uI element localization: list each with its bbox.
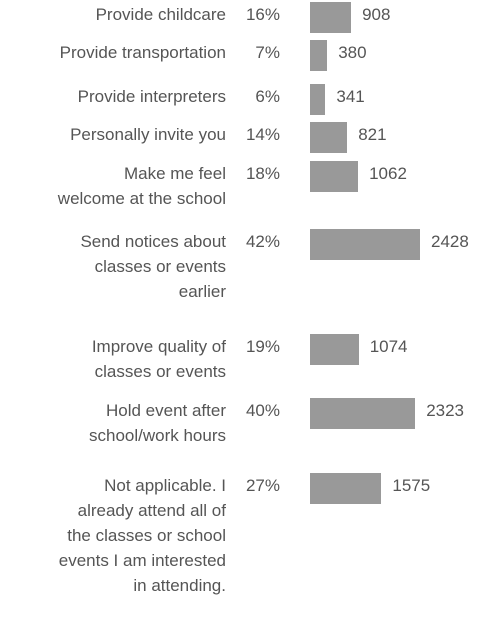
bar (310, 229, 420, 260)
bar (310, 334, 359, 365)
category-label: Not applicable. I already attend all of … (58, 476, 226, 595)
bar (310, 40, 328, 71)
percent-label: 27% (245, 476, 280, 495)
value-label: 1575 (392, 476, 431, 495)
category-label: Provide transportation (59, 43, 226, 62)
category-label: Send notices about classes or events ear… (80, 232, 226, 301)
category-label: Improve quality of classes or events (91, 337, 226, 381)
value-label: 821 (358, 125, 387, 144)
value-label: 1074 (369, 337, 408, 356)
percent-label: 18% (245, 164, 280, 183)
value-label: 341 (336, 87, 365, 106)
percent-label: 40% (245, 401, 280, 420)
bar (310, 398, 416, 429)
value-label: 908 (362, 5, 391, 24)
category-label: Hold event after school/work hours (88, 401, 226, 445)
category-label: Make me feel welcome at the school (57, 164, 226, 208)
percent-label: 16% (245, 5, 280, 24)
percent-label: 7% (255, 43, 280, 62)
value-label: 2323 (426, 401, 465, 420)
bar (310, 122, 348, 153)
category-label: Provide interpreters (77, 87, 226, 106)
percent-label: 42% (245, 232, 280, 251)
value-label: 380 (338, 43, 367, 62)
percent-label: 6% (255, 87, 280, 106)
bar (310, 84, 326, 115)
category-label: Personally invite you (70, 125, 226, 144)
bar (310, 2, 352, 33)
bar (310, 473, 382, 504)
percent-label: 14% (245, 125, 280, 144)
value-label: 2428 (431, 232, 469, 251)
category-label: Provide childcare (95, 5, 226, 24)
bar (310, 161, 359, 192)
percent-label: 19% (245, 337, 280, 356)
value-label: 1062 (369, 164, 407, 183)
